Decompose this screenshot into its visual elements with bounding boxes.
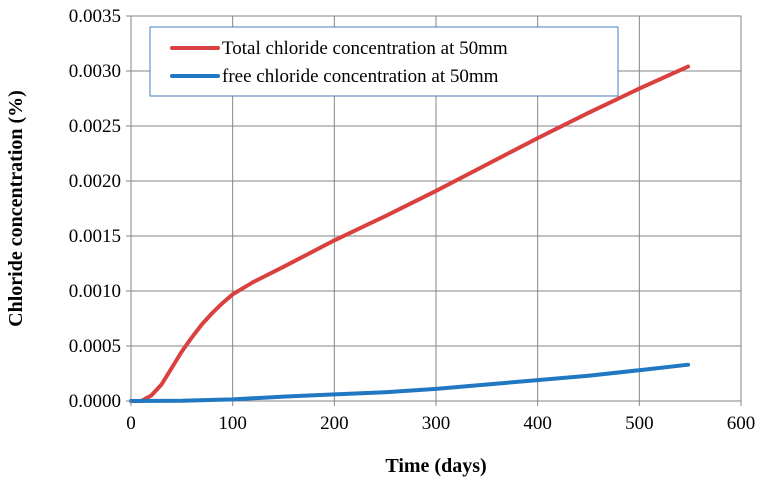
legend-label-free: free chloride concentration at 50mm [222,66,499,87]
y-tick-label: 0.0025 [69,116,121,137]
x-tick-label: 300 [422,413,451,434]
series-layer [129,64,691,403]
y-tick-label: 0.0035 [69,6,121,27]
x-tick-labels: 0 100 200 300 400 500 600 [126,401,755,434]
legend: Total chloride concentration at 50mm fre… [149,26,619,97]
x-tick-label: 400 [523,413,552,434]
x-axis-title: Time (days) [385,455,486,477]
y-tick-label: 0.0000 [69,391,121,412]
legend-box [149,26,619,97]
y-axis-title: Chloride concentration (%) [5,90,27,327]
x-tick-label: 600 [727,413,756,434]
legend-label-total: Total chloride concentration at 50mm [222,38,508,59]
x-tick-label: 100 [218,413,247,434]
series-line-total [129,64,691,403]
y-tick-label: 0.0030 [69,61,121,82]
series-line-free [129,362,691,403]
y-tick-label: 0.0010 [69,281,121,302]
y-tick-labels: 0.0000 0.0005 0.0010 0.0015 0.0020 0.0025 0.00… [69,6,131,412]
y-tick-label: 0.0005 [69,336,121,357]
y-tick-label: 0.0015 [69,226,121,247]
x-tick-label: 0 [126,413,136,434]
x-tick-label: 200 [320,413,349,434]
y-tick-label: 0.0020 [69,171,121,192]
x-tick-label: 500 [625,413,654,434]
